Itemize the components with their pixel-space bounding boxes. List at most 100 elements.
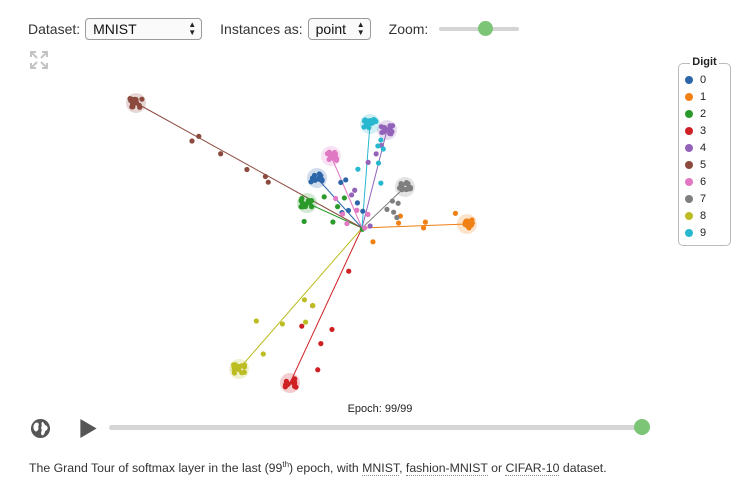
legend-item-6[interactable]: 6 bbox=[685, 173, 706, 190]
instance-point[interactable] bbox=[344, 220, 350, 227]
legend-item-4[interactable]: 4 bbox=[685, 139, 706, 156]
instance-point[interactable] bbox=[318, 341, 324, 347]
legend-item-5[interactable]: 5 bbox=[685, 156, 706, 173]
expand-icon[interactable] bbox=[30, 51, 48, 69]
instance-point[interactable] bbox=[196, 133, 202, 139]
instance-point[interactable] bbox=[301, 218, 307, 225]
instance-point[interactable] bbox=[367, 223, 373, 229]
instance-point[interactable] bbox=[389, 198, 395, 204]
instance-point[interactable] bbox=[361, 124, 367, 130]
instance-point[interactable] bbox=[244, 166, 250, 173]
instance-point[interactable] bbox=[422, 219, 428, 225]
instance-point[interactable] bbox=[346, 268, 352, 274]
instance-point[interactable] bbox=[127, 95, 133, 102]
instance-point[interactable] bbox=[136, 102, 142, 108]
instance-point[interactable] bbox=[316, 171, 322, 177]
legend-item-7[interactable]: 7 bbox=[685, 190, 706, 207]
instance-point[interactable] bbox=[262, 173, 268, 180]
instance-point[interactable] bbox=[132, 96, 138, 102]
zoom-slider-thumb[interactable] bbox=[478, 21, 494, 36]
instance-point[interactable] bbox=[301, 297, 308, 303]
instance-point[interactable] bbox=[253, 318, 259, 324]
epoch-slider[interactable] bbox=[109, 425, 647, 430]
instance-point[interactable] bbox=[420, 225, 427, 231]
instance-point[interactable] bbox=[452, 210, 459, 216]
instance-point[interactable] bbox=[370, 239, 376, 245]
instance-point[interactable] bbox=[299, 195, 305, 202]
instance-point[interactable] bbox=[469, 220, 475, 226]
cifar10-link[interactable]: CIFAR-10 bbox=[505, 461, 560, 477]
instance-point[interactable] bbox=[260, 351, 266, 357]
instance-point[interactable] bbox=[335, 204, 341, 210]
instance-point[interactable] bbox=[366, 125, 372, 131]
instance-point[interactable] bbox=[341, 195, 347, 201]
instance-point[interactable] bbox=[464, 223, 470, 229]
instance-point[interactable] bbox=[399, 187, 405, 193]
instance-point[interactable] bbox=[391, 209, 397, 215]
legend-item-9[interactable]: 9 bbox=[685, 224, 706, 241]
instance-point[interactable] bbox=[380, 146, 386, 152]
instance-point[interactable] bbox=[378, 180, 384, 186]
instance-point[interactable] bbox=[302, 203, 309, 210]
instance-point[interactable] bbox=[302, 319, 309, 325]
instance-point[interactable] bbox=[241, 364, 248, 370]
instance-point[interactable] bbox=[394, 214, 400, 221]
instance-point[interactable] bbox=[283, 378, 289, 384]
epoch-slider-thumb[interactable] bbox=[634, 419, 650, 435]
instance-point[interactable] bbox=[139, 96, 145, 102]
instance-point[interactable] bbox=[338, 179, 344, 186]
instance-point[interactable] bbox=[395, 220, 402, 226]
instance-point[interactable] bbox=[265, 179, 271, 185]
instance-point[interactable] bbox=[387, 130, 393, 137]
instance-point[interactable] bbox=[404, 186, 411, 192]
instance-point[interactable] bbox=[279, 321, 285, 327]
instance-point[interactable] bbox=[231, 367, 237, 373]
instance-point[interactable] bbox=[324, 151, 331, 157]
instance-point[interactable] bbox=[130, 104, 136, 110]
instance-point[interactable] bbox=[352, 187, 358, 193]
instance-point[interactable] bbox=[218, 151, 224, 157]
instance-point[interactable] bbox=[384, 206, 390, 212]
instance-point[interactable] bbox=[339, 211, 346, 217]
instance-point[interactable] bbox=[375, 143, 381, 149]
instance-point[interactable] bbox=[354, 207, 360, 213]
instance-point[interactable] bbox=[241, 369, 247, 375]
instance-point[interactable] bbox=[298, 204, 304, 210]
instance-point[interactable] bbox=[329, 326, 335, 333]
instance-point[interactable] bbox=[330, 219, 336, 225]
mnist-link[interactable]: MNIST bbox=[362, 461, 400, 477]
legend-item-2[interactable]: 2 bbox=[685, 105, 706, 122]
instance-point[interactable] bbox=[389, 123, 396, 129]
instance-point[interactable] bbox=[231, 362, 237, 368]
instance-point[interactable] bbox=[343, 177, 349, 183]
instance-point[interactable] bbox=[361, 118, 367, 124]
instance-point[interactable] bbox=[378, 137, 384, 143]
fashion-mnist-link[interactable]: fashion-MNIST bbox=[405, 461, 488, 477]
instance-point[interactable] bbox=[395, 200, 401, 206]
instance-point[interactable] bbox=[378, 124, 385, 130]
instance-point[interactable] bbox=[355, 166, 361, 172]
legend-item-3[interactable]: 3 bbox=[685, 122, 706, 139]
zoom-slider[interactable] bbox=[439, 21, 520, 36]
play-icon[interactable] bbox=[78, 418, 98, 439]
legend-item-8[interactable]: 8 bbox=[685, 207, 706, 224]
dataset-select[interactable]: MNIST ▲ ▼ bbox=[85, 18, 203, 40]
instance-point[interactable] bbox=[316, 176, 322, 182]
instance-point[interactable] bbox=[299, 323, 305, 329]
instance-point[interactable] bbox=[373, 151, 379, 157]
instance-point[interactable] bbox=[309, 175, 316, 181]
instance-point[interactable] bbox=[365, 211, 371, 217]
instance-point[interactable] bbox=[369, 120, 375, 126]
legend-item-1[interactable]: 1 bbox=[685, 88, 706, 105]
instance-point[interactable] bbox=[310, 302, 316, 309]
instance-point[interactable] bbox=[321, 194, 327, 200]
instance-point[interactable] bbox=[330, 152, 336, 159]
instance-point[interactable] bbox=[345, 207, 352, 214]
instance-point[interactable] bbox=[236, 363, 242, 370]
instance-point[interactable] bbox=[361, 225, 368, 231]
instance-point[interactable] bbox=[403, 180, 409, 187]
instance-point[interactable] bbox=[373, 118, 379, 124]
instance-point[interactable] bbox=[308, 198, 315, 204]
instance-point[interactable] bbox=[379, 129, 385, 136]
